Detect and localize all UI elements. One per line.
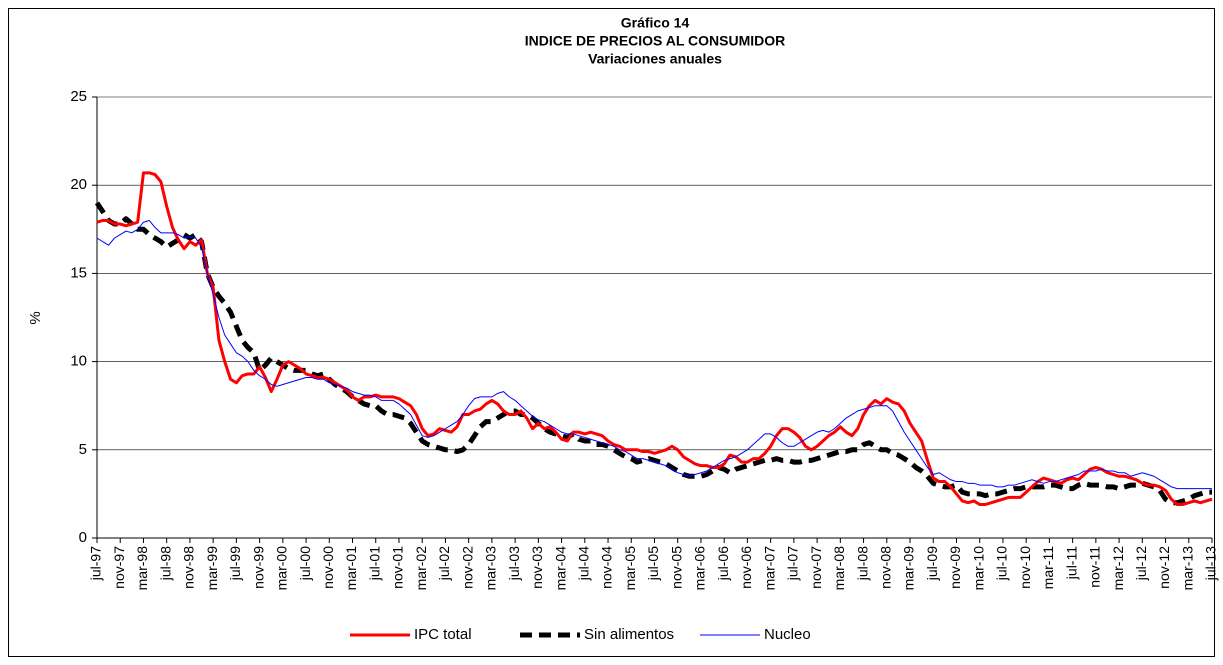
- y-tick-label: 15: [70, 264, 87, 281]
- x-tick-label: jul-13: [1203, 546, 1219, 581]
- x-tick-label: mar-09: [901, 546, 917, 591]
- x-tick-label: mar-01: [343, 546, 359, 591]
- x-tick-label: nov-12: [1156, 546, 1172, 589]
- series-line: [96, 171, 1213, 506]
- x-tick-label: mar-07: [761, 546, 777, 591]
- chart-border: [8, 8, 1215, 657]
- x-tick-label: nov-03: [529, 546, 545, 589]
- x-tick-label: jul-06: [715, 546, 731, 581]
- x-tick-label: nov-97: [111, 546, 127, 589]
- x-tick-label: jul-04: [576, 546, 592, 581]
- chart-title: INDICE DE PRECIOS AL CONSUMIDOR: [525, 33, 786, 49]
- y-axis-label: %: [27, 311, 44, 324]
- x-tick-label: nov-07: [808, 546, 824, 589]
- x-tick-label: mar-98: [134, 546, 150, 591]
- x-tick-label: mar-03: [483, 546, 499, 591]
- x-tick-label: jul-01: [366, 546, 382, 581]
- legend-label: Nucleo: [764, 626, 811, 643]
- x-tick-label: mar-06: [692, 546, 708, 591]
- x-tick-label: nov-99: [250, 546, 266, 589]
- x-tick-label: mar-08: [831, 546, 847, 591]
- x-tick-label: nov-00: [320, 546, 336, 589]
- x-tick-label: jul-97: [88, 546, 104, 581]
- x-tick-label: mar-00: [274, 546, 290, 591]
- x-tick-label: mar-05: [622, 546, 638, 591]
- x-tick-label: mar-99: [204, 546, 220, 591]
- y-tick-label: 20: [70, 176, 87, 193]
- x-tick-label: mar-12: [1110, 546, 1126, 591]
- x-tick-label: jul-03: [506, 546, 522, 581]
- y-tick-label: 25: [70, 88, 87, 105]
- x-tick-label: jul-02: [436, 546, 452, 581]
- chart-title: Variaciones anuales: [588, 51, 722, 67]
- x-tick-label: nov-01: [390, 546, 406, 589]
- chart-title: Gráfico 14: [621, 15, 690, 31]
- legend-label: IPC total: [414, 626, 472, 643]
- x-tick-label: jul-08: [854, 546, 870, 581]
- x-tick-label: nov-02: [459, 546, 475, 589]
- x-tick-label: jul-12: [1133, 546, 1149, 581]
- x-tick-label: nov-98: [181, 546, 197, 589]
- x-tick-label: nov-08: [877, 546, 893, 589]
- x-tick-label: jul-10: [994, 546, 1010, 581]
- x-tick-label: nov-11: [1087, 546, 1103, 588]
- series-line: [96, 219, 1212, 490]
- x-tick-label: jul-98: [157, 546, 173, 581]
- x-tick-label: nov-04: [599, 546, 615, 589]
- x-tick-label: nov-06: [738, 546, 754, 589]
- x-tick-label: jul-00: [297, 546, 313, 581]
- x-tick-label: jul-05: [645, 546, 661, 581]
- x-tick-label: nov-10: [1017, 546, 1033, 589]
- x-tick-label: jul-99: [227, 546, 243, 581]
- x-tick-label: jul-11: [1063, 546, 1079, 580]
- x-tick-label: nov-05: [668, 546, 684, 589]
- x-tick-label: jul-09: [924, 546, 940, 581]
- x-tick-label: mar-02: [413, 546, 429, 591]
- x-tick-label: mar-11: [1040, 546, 1056, 590]
- x-tick-label: nov-09: [947, 546, 963, 589]
- x-tick-label: mar-04: [552, 546, 568, 591]
- y-tick-label: 10: [70, 353, 87, 370]
- x-tick-label: mar-13: [1179, 546, 1195, 591]
- legend-label: Sin alimentos: [584, 626, 674, 643]
- x-tick-label: mar-10: [970, 546, 986, 591]
- y-tick-label: 5: [79, 441, 87, 458]
- y-tick-label: 0: [79, 529, 87, 546]
- x-tick-label: jul-07: [785, 546, 801, 581]
